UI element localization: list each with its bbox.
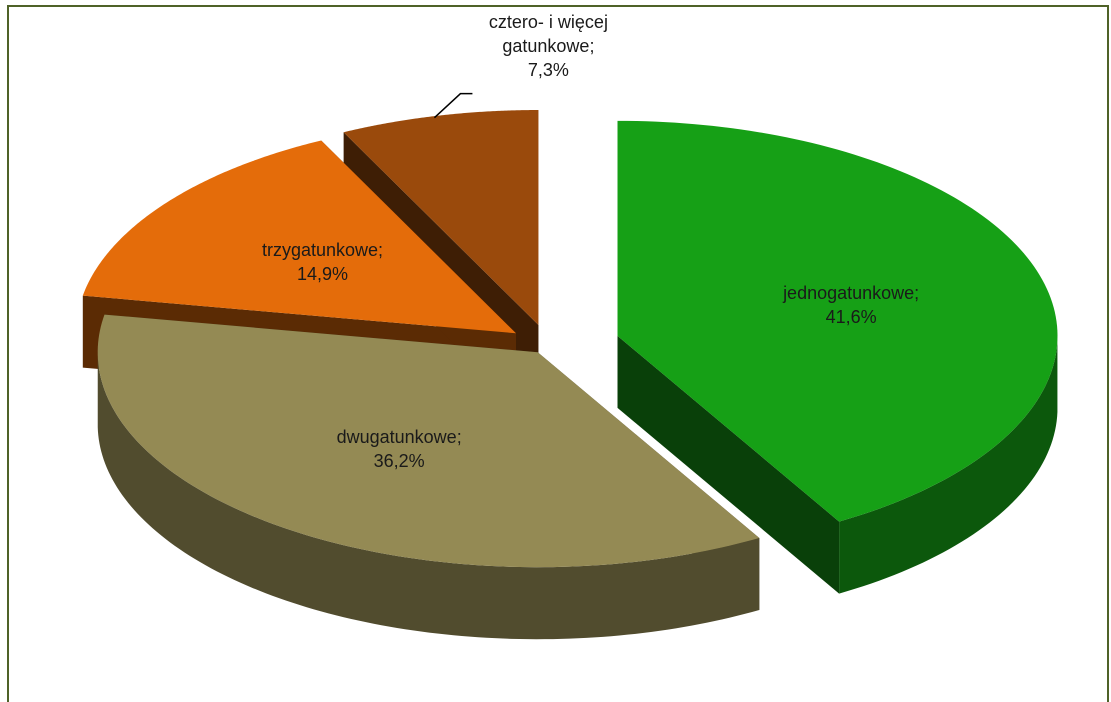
slice-side <box>97 355 760 640</box>
category-label: cztero- i więcej gatunkowe; <box>488 11 608 56</box>
leader-line <box>433 92 473 119</box>
data-label: dwugatunkowe; 36,2% <box>289 425 509 473</box>
value-label: 36,2% <box>373 451 425 472</box>
slice-top <box>617 120 1058 522</box>
data-label: jednogatunkowe; 41,6% <box>741 281 961 329</box>
slice-top <box>343 110 539 326</box>
slice-top <box>82 140 517 334</box>
category-label: trzygatunkowe; <box>261 240 384 261</box>
slice-edge-wall <box>617 335 840 594</box>
data-label: trzygatunkowe; 14,9% <box>212 238 432 286</box>
value-label: 41,6% <box>825 306 877 327</box>
category-label: jednogatunkowe; <box>783 282 920 303</box>
slice-top <box>97 314 760 568</box>
value-label: 14,9% <box>296 264 348 285</box>
category-label: dwugatunkowe; <box>336 427 462 448</box>
data-label: cztero- i więcej gatunkowe; 7,3% <box>453 10 643 82</box>
slice-side <box>839 339 1058 594</box>
value-label: 7,3% <box>527 59 569 80</box>
slice <box>97 314 760 640</box>
slice <box>617 120 1058 594</box>
chart-border <box>7 5 1109 702</box>
